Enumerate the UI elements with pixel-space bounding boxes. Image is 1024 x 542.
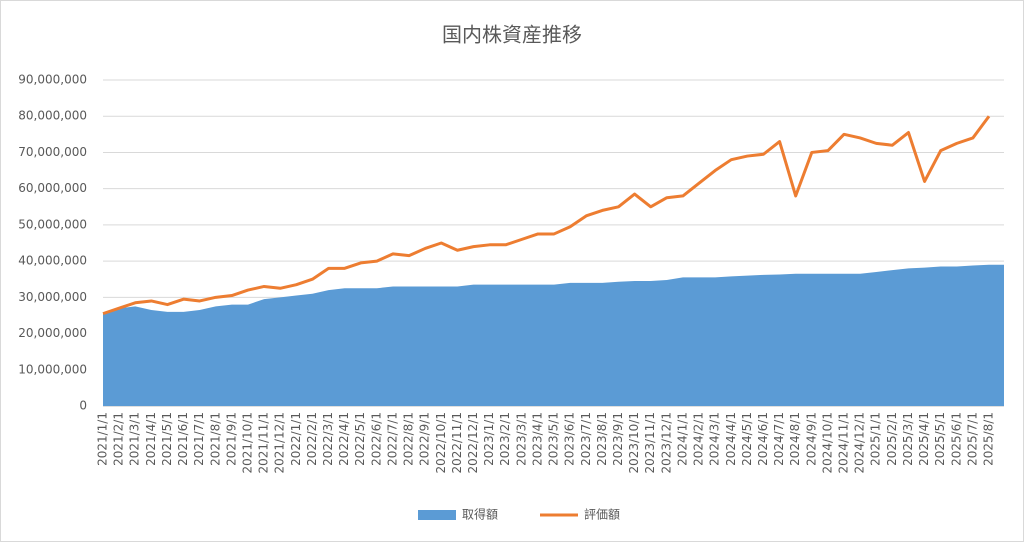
x-tick-label: 2021/12/1 <box>273 412 287 474</box>
legend-swatch <box>418 510 456 520</box>
x-tick-label: 2021/5/1 <box>160 412 174 466</box>
x-tick-label: 2024/10/1 <box>820 412 834 474</box>
y-tick-label: 20,000,000 <box>18 326 87 340</box>
x-tick-label: 2025/6/1 <box>949 412 963 466</box>
y-tick-label: 0 <box>79 399 87 413</box>
y-tick-label: 50,000,000 <box>18 217 87 231</box>
x-tick-label: 2025/7/1 <box>965 412 979 466</box>
x-tick-label: 2022/12/1 <box>466 412 480 474</box>
x-tick-label: 2021/1/1 <box>96 412 110 466</box>
x-tick-label: 2024/4/1 <box>724 412 738 466</box>
x-tick-label: 2023/3/1 <box>514 412 528 466</box>
x-tick-label: 2025/3/1 <box>901 412 915 466</box>
line <box>102 115 991 316</box>
x-tick-label: 2024/2/1 <box>692 412 706 466</box>
x-tick-label: 2023/5/1 <box>547 412 561 466</box>
x-tick-label: 2021/9/1 <box>224 412 238 466</box>
x-tick-label: 2025/4/1 <box>917 412 931 466</box>
x-tick-label: 2024/12/1 <box>853 412 867 474</box>
y-tick-label: 70,000,000 <box>18 145 87 159</box>
area <box>103 264 1004 406</box>
x-tick-label: 2025/5/1 <box>933 412 947 466</box>
x-tick-label: 2021/3/1 <box>128 412 142 466</box>
x-tick-label: 2022/5/1 <box>353 412 367 466</box>
y-tick-label: 40,000,000 <box>18 254 87 268</box>
x-tick-label: 2023/6/1 <box>563 412 577 466</box>
x-tick-label: 2022/1/1 <box>289 412 303 466</box>
x-tick-label: 2023/12/1 <box>659 412 673 474</box>
x-tick-label: 2023/10/1 <box>627 412 641 474</box>
x-tick-label: 2022/3/1 <box>321 412 335 466</box>
y-tick-label: 60,000,000 <box>18 181 87 195</box>
x-tick-label: 2022/10/1 <box>434 412 448 474</box>
legend-label: 取得額 <box>462 507 498 522</box>
x-tick-label: 2025/1/1 <box>869 412 883 466</box>
x-tick-label: 2024/6/1 <box>756 412 770 466</box>
x-tick-label: 2024/1/1 <box>675 412 689 466</box>
x-tick-label: 2024/9/1 <box>804 412 818 466</box>
x-tick-label: 2022/6/1 <box>369 412 383 466</box>
x-tick-label: 2024/3/1 <box>708 412 722 466</box>
x-tick-label: 2021/4/1 <box>144 412 158 466</box>
x-tick-label: 2025/8/1 <box>982 412 996 466</box>
x-tick-label: 2023/8/1 <box>595 412 609 466</box>
x-tick-label: 2023/4/1 <box>530 412 544 466</box>
x-tick-label: 2023/9/1 <box>611 412 625 466</box>
x-tick-label: 2024/8/1 <box>788 412 802 466</box>
x-tick-label: 2023/2/1 <box>498 412 512 466</box>
x-tick-label: 2021/6/1 <box>176 412 190 466</box>
x-tick-label: 2022/4/1 <box>337 412 351 466</box>
x-tick-label: 2023/1/1 <box>482 412 496 466</box>
legend-label: 評価額 <box>584 507 620 522</box>
y-tick-label: 80,000,000 <box>18 109 87 123</box>
chart-title: 国内株資産推移 <box>442 23 582 47</box>
x-tick-label: 2022/2/1 <box>305 412 319 466</box>
x-tick-label: 2021/8/1 <box>208 412 222 466</box>
x-tick-label: 2022/8/1 <box>402 412 416 466</box>
x-tick-label: 2021/10/1 <box>240 412 254 474</box>
x-tick-label: 2022/9/1 <box>418 412 432 466</box>
y-tick-label: 90,000,000 <box>18 73 87 87</box>
x-tick-label: 2022/7/1 <box>385 412 399 466</box>
x-tick-label: 2024/11/1 <box>837 412 851 474</box>
x-tick-label: 2021/7/1 <box>192 412 206 466</box>
x-tick-label: 2023/7/1 <box>579 412 593 466</box>
x-tick-label: 2024/5/1 <box>740 412 754 466</box>
x-tick-label: 2024/7/1 <box>772 412 786 466</box>
y-tick-label: 30,000,000 <box>18 290 87 304</box>
x-tick-label: 2025/2/1 <box>885 412 899 466</box>
x-tick-label: 2021/11/1 <box>257 412 271 474</box>
x-tick-label: 2022/11/1 <box>450 412 464 474</box>
x-tick-label: 2021/2/1 <box>112 412 126 466</box>
y-tick-label: 10,000,000 <box>18 362 87 376</box>
x-tick-label: 2023/11/1 <box>643 412 657 474</box>
